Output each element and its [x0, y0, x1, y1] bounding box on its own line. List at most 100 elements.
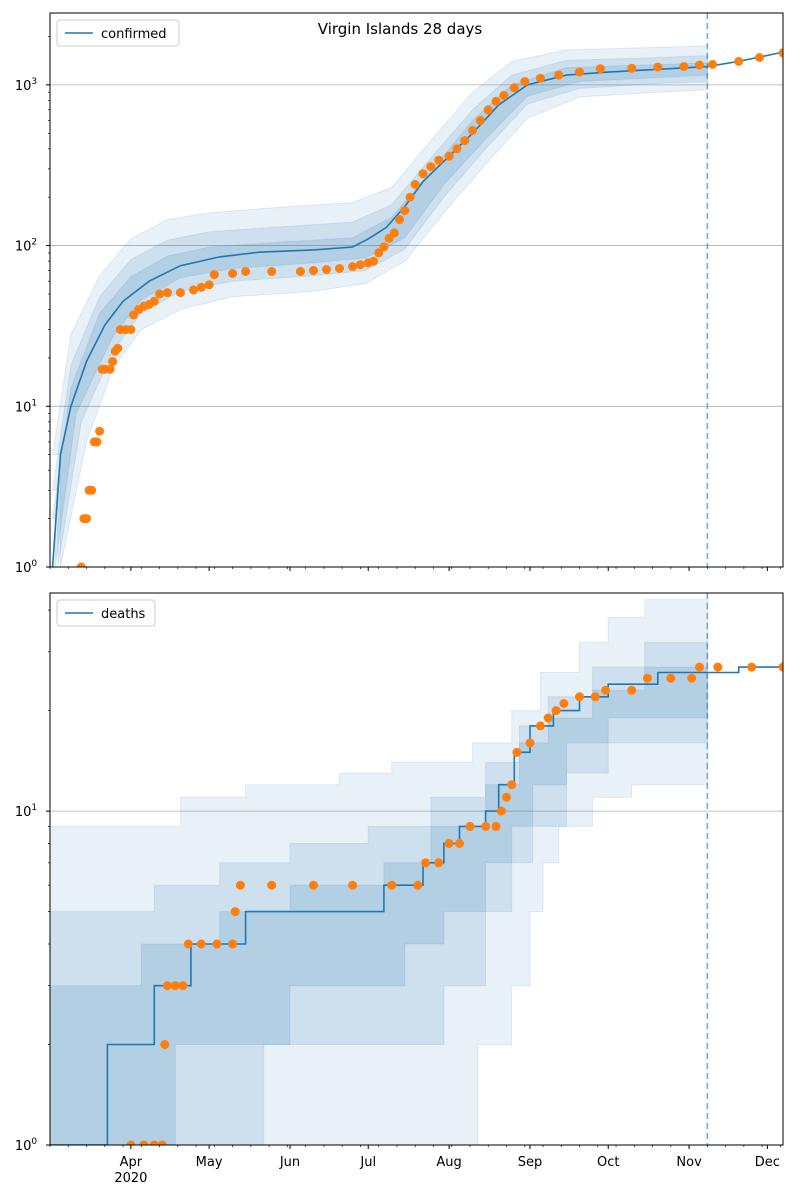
band-inner: [52, 62, 708, 567]
observed-point: [149, 1140, 159, 1145]
observed-point: [105, 364, 115, 374]
observed-point: [481, 821, 491, 831]
observed-point: [95, 426, 105, 436]
series-line-deaths: [50, 661, 783, 1145]
x-tick-label: Sep: [518, 1155, 543, 1170]
x-tick-label: Oct: [597, 1155, 619, 1170]
observed-point: [175, 288, 185, 298]
legend-label: deaths: [101, 607, 146, 622]
observed-point: [559, 699, 569, 708]
observed-point: [228, 269, 238, 278]
x-tick-label: Nov: [676, 1155, 702, 1170]
observed-point: [400, 206, 410, 216]
observed-point: [379, 242, 389, 252]
figure-title: Virgin Islands 28 days: [317, 20, 483, 38]
observed-point: [126, 1140, 136, 1145]
x-tick-label: May: [196, 1155, 223, 1170]
observed-point: [512, 747, 522, 757]
observed-point: [491, 821, 501, 831]
band-outer: [50, 593, 708, 1145]
observed-point: [267, 880, 277, 890]
observed-point: [679, 62, 689, 72]
observed-point: [695, 662, 704, 672]
confirmed-panel: 100 101 102 103 confirmed: [15, 12, 784, 576]
observed-point: [483, 105, 493, 115]
observed-point: [475, 116, 485, 125]
observed-point: [387, 880, 397, 890]
observed-point: [228, 939, 238, 949]
observed-point: [434, 155, 444, 165]
observed-point: [267, 267, 277, 276]
observed-point: [695, 60, 704, 70]
observed-point: [590, 692, 600, 702]
observed-point: [335, 264, 344, 273]
observed-point: [92, 437, 102, 447]
observed-point: [778, 662, 783, 672]
observed-point: [496, 806, 506, 816]
observed-point: [405, 192, 415, 202]
observed-point: [76, 562, 86, 567]
observed-point: [87, 485, 97, 495]
observed-point: [595, 64, 605, 74]
observed-point: [139, 1140, 149, 1145]
observed-point: [491, 96, 501, 106]
observed-point: [348, 262, 358, 272]
observed-point: [162, 288, 172, 298]
observed-point: [734, 56, 744, 66]
observed-point: [653, 62, 663, 72]
observed-point: [554, 70, 564, 80]
observed-point: [309, 266, 318, 275]
observed-point: [295, 267, 305, 276]
observed-point: [413, 880, 423, 890]
observed-point: [627, 685, 637, 695]
observed-point: [465, 821, 475, 831]
observed-point: [525, 738, 535, 748]
observed-point: [551, 706, 561, 716]
observed-point: [196, 282, 206, 292]
observed-point: [395, 215, 404, 225]
y-tick-label: 101: [15, 398, 37, 415]
observed-point: [322, 265, 331, 274]
observed-point: [157, 1140, 167, 1145]
observed-point: [113, 343, 123, 353]
observed-point: [708, 59, 718, 69]
observed-point: [535, 73, 545, 83]
observed-point: [389, 228, 399, 238]
observed-point: [499, 90, 509, 100]
x-tick-label: Aug: [436, 1155, 461, 1170]
observed-point: [196, 939, 206, 949]
y-tick-label: 102: [15, 238, 37, 255]
observed-point: [241, 267, 251, 276]
observed-point: [160, 1040, 170, 1049]
observed-point: [509, 83, 519, 93]
observed-point: [309, 880, 318, 890]
legend: [56, 19, 180, 47]
observed-point: [418, 169, 428, 179]
observed-point: [468, 126, 478, 135]
observed-point: [444, 151, 454, 161]
x-tick-label: Dec: [755, 1155, 780, 1170]
observed-point: [355, 260, 365, 270]
x-tick-label: Jun: [279, 1155, 300, 1170]
observed-point: [713, 662, 723, 672]
observed-point: [108, 357, 118, 366]
y-tick-label: 101: [15, 803, 37, 820]
observed-point: [601, 685, 611, 695]
observed-point: [82, 514, 91, 524]
observed-point: [444, 839, 454, 848]
observed-point: [183, 939, 193, 949]
axes-frame: [49, 12, 784, 568]
observed-point: [209, 270, 219, 280]
axes-frame: [49, 592, 784, 1146]
observed-point: [235, 880, 245, 890]
observed-point: [455, 839, 464, 848]
observed-point: [535, 721, 545, 731]
observed-point: [502, 792, 511, 802]
observed-point: [520, 77, 530, 86]
observed-point: [778, 48, 783, 58]
observed-point: [642, 673, 652, 683]
band-middle: [52, 55, 708, 567]
observed-point: [460, 136, 470, 146]
